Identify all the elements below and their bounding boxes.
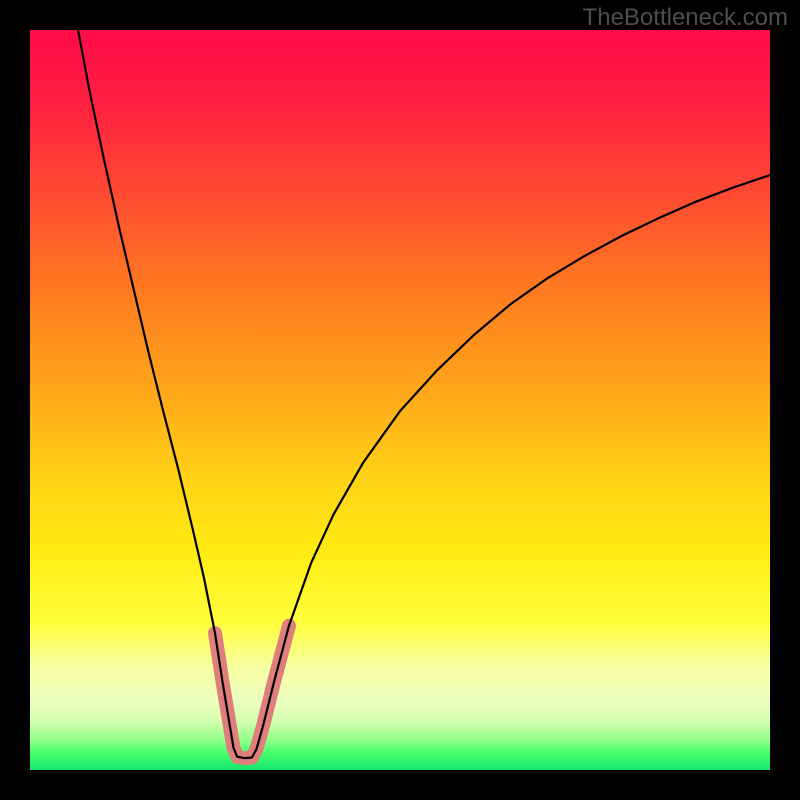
plot-area	[30, 30, 770, 770]
chart-background	[30, 30, 770, 770]
watermark-label: TheBottleneck.com	[583, 4, 788, 32]
chart-svg	[30, 30, 770, 770]
chart-frame: TheBottleneck.com	[0, 0, 800, 800]
